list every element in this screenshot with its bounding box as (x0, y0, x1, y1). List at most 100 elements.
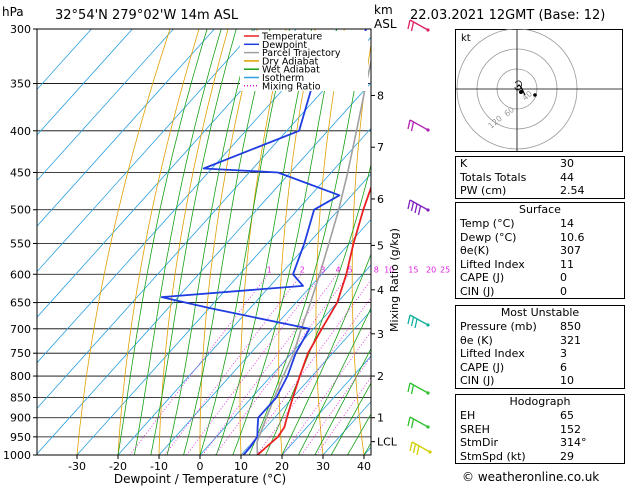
km-tick-label: 3 (377, 328, 384, 341)
mixing-ratio-label: 5 (347, 265, 352, 274)
wind-barb-feather (410, 384, 415, 395)
wet-adiabat-line (248, 29, 367, 455)
wind-barb-feather (414, 203, 418, 214)
most-unstable-value: 3 (560, 347, 567, 360)
mixing-ratio-line (301, 356, 371, 455)
pressure-tick-label: 700 (10, 323, 31, 336)
dry-adiabat-line (315, 29, 345, 455)
pressure-tick-label: 400 (10, 125, 31, 138)
pressure-tick-label: 600 (10, 268, 31, 281)
surface-title: Surface (519, 203, 561, 216)
hodograph-mean-wind (533, 93, 537, 97)
hodograph-row: SREH 152 (456, 423, 624, 437)
pressure-tick-label: 850 (10, 391, 31, 404)
hodograph-label: StmDir (460, 436, 499, 449)
indices-label: PW (cm) (460, 184, 507, 197)
surface-label: θe(K) (460, 244, 490, 257)
isotherm-line (117, 173, 371, 455)
temperature-tick-label: 30 (316, 460, 330, 473)
skewt-profiles (160, 29, 371, 455)
most-unstable-row: θe (K) 321 (456, 334, 624, 348)
wind-barb-base (426, 28, 430, 32)
surface-row: θe(K) 307 (456, 244, 624, 258)
hodograph-value: 65 (560, 409, 574, 422)
temperature-tick-label: 20 (275, 460, 289, 473)
mixing-ratio-label: 20 (426, 265, 436, 274)
surface-label: Temp (°C) (460, 217, 515, 230)
wind-barb-feather (416, 445, 420, 456)
wind-barb-feather (412, 443, 417, 454)
wind-barb-staff (409, 199, 429, 211)
mixing-ratio-line (282, 330, 371, 455)
legend-box (240, 31, 368, 91)
hodograph-table-title: Hodograph (509, 395, 571, 408)
temperature-tick-label: -20 (109, 460, 127, 473)
wet-adiabat-line (330, 382, 371, 455)
indices-value: 2.54 (560, 184, 585, 197)
mixing-ratio-label: 15 (408, 265, 418, 274)
wind-barb-feather (407, 199, 411, 210)
wet-adiabat-line (314, 347, 371, 455)
isotherm-line (240, 309, 371, 455)
wind-barb-feather (410, 316, 415, 327)
skewt-background-lines (37, 29, 371, 455)
hodograph-row: EH 65 (456, 409, 624, 423)
km-tick-label: 8 (377, 89, 384, 102)
surface-label: CIN (J) (460, 284, 495, 298)
wind-barb-300 (407, 19, 430, 32)
mixing-ratio-line (129, 274, 269, 455)
wind-barb-base (426, 323, 430, 327)
wind-barb-1000 (409, 441, 432, 456)
wind-barb-feather (410, 418, 415, 429)
km-unit: km (374, 3, 393, 17)
surface-row: Temp (°C) 14 (456, 217, 624, 231)
wind-barb-feather (410, 21, 415, 32)
legend-label: Isotherm (262, 73, 304, 84)
surface-value: 11 (560, 257, 574, 271)
legend-label: Dry Adiabat (262, 56, 319, 67)
km-tick-label: 6 (377, 193, 384, 206)
hodograph-row: StmDir 314° (456, 436, 624, 450)
wind-barb-base (426, 208, 430, 212)
legend-label: Wet Adiabat (262, 65, 320, 76)
dry-adiabat-line (351, 41, 371, 455)
surface-value: 14 (560, 217, 574, 230)
mixing-ratio-label: 8 (374, 265, 379, 274)
isotherm-line (37, 36, 371, 409)
plot-frame (36, 28, 372, 456)
wind-barb-staff (411, 441, 431, 453)
wind-barb-900 (407, 416, 430, 429)
dry-adiabat-line (117, 29, 200, 455)
temperature-tick-label: -10 (150, 460, 168, 473)
most-unstable-row: Lifted Index 3 (456, 347, 624, 361)
most-unstable-value: 6 (560, 360, 567, 374)
temperature-tick-label: 40 (357, 460, 371, 473)
surface-label: CAPE (J) (460, 271, 505, 284)
surface-label: Lifted Index (460, 257, 525, 271)
asl-unit: ASL (374, 17, 397, 31)
pressure-tick-label: 900 (10, 412, 31, 425)
hodograph-table: Hodograph EH 65 SREH 152 StmDir 314° StmSpd… (455, 394, 625, 464)
wind-barb-staff (409, 416, 429, 428)
km-tick-label: 4 (377, 284, 384, 297)
dry-adiabat-line (76, 29, 171, 455)
pressure-tick-label: 350 (10, 78, 31, 91)
wind-barb-feather (407, 314, 411, 325)
most-unstable-label: Lifted Index (460, 347, 525, 360)
isotherm-line (281, 355, 371, 455)
isotherm-line (76, 127, 371, 455)
hodograph-unit: kt (461, 33, 471, 44)
wet-adiabat-line (216, 29, 312, 455)
temperature-line (256, 185, 371, 455)
most-unstable-row: CIN (J) 10 (456, 374, 624, 388)
mixing-ratio-label: 10 (384, 265, 394, 274)
isotherm-line (37, 29, 256, 273)
hodograph-label: SREH (460, 422, 490, 436)
most-unstable-label: Pressure (mb) (460, 320, 537, 333)
surface-row: CAPE (J) 0 (456, 271, 624, 285)
hodograph-value: 29 (560, 449, 574, 463)
dry-adiabat-line (199, 29, 258, 455)
wet-adiabat-line (265, 163, 371, 455)
indices-value: 30 (560, 157, 574, 170)
wind-barb-base (426, 128, 430, 132)
